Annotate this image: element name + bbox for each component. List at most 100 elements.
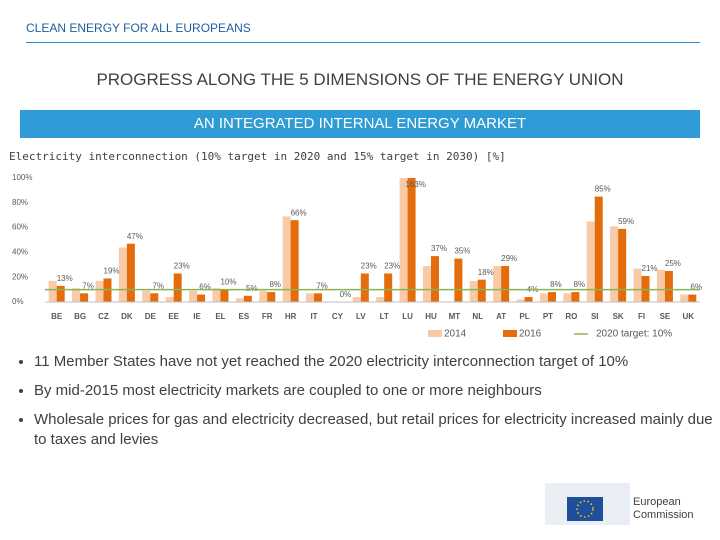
legend-label: 2020 target: 10% xyxy=(596,329,672,340)
data-label: 85% xyxy=(595,185,611,194)
x-tick-label: ES xyxy=(239,312,250,321)
bar xyxy=(267,292,276,302)
plot-area xyxy=(48,178,697,302)
x-tick-label: BE xyxy=(51,312,63,321)
bar xyxy=(516,299,525,302)
y-tick-label: 60% xyxy=(12,223,28,232)
bullet: Wholesale prices for gas and electricity… xyxy=(34,410,714,450)
bar xyxy=(477,279,486,302)
bar xyxy=(352,297,361,302)
data-label: 23% xyxy=(384,262,400,271)
slide-title: PROGRESS ALONG THE 5 DIMENSIONS OF THE E… xyxy=(96,70,624,89)
data-label: 37% xyxy=(431,244,447,253)
data-label: 18% xyxy=(478,268,494,277)
bar xyxy=(290,220,299,302)
bar xyxy=(656,269,665,302)
bar xyxy=(56,285,65,302)
data-label: 13% xyxy=(57,274,73,283)
bar xyxy=(430,256,439,302)
data-label: 23% xyxy=(361,262,377,271)
bar xyxy=(469,280,478,302)
data-label: 23% xyxy=(174,262,190,271)
bullet-list: 11 Member States have not yet reached th… xyxy=(18,352,714,459)
x-tick-label: EE xyxy=(168,312,179,321)
x-tick-label: EL xyxy=(215,312,225,321)
legend-label: 2016 xyxy=(519,329,542,340)
x-tick-label: HR xyxy=(285,312,297,321)
x-tick-label: FI xyxy=(638,312,645,321)
x-tick-label: DK xyxy=(121,312,133,321)
chart: 0% 20% 40% 60% 80% 100% BE 13% BG 7% CZ 19% DK 47% DE 7… xyxy=(12,173,703,340)
data-label: 19% xyxy=(103,267,119,276)
bar xyxy=(235,298,244,302)
data-label: 66% xyxy=(291,208,307,217)
x-tick-label: PL xyxy=(519,312,529,321)
bar xyxy=(501,266,510,302)
x-tick-label: SK xyxy=(613,312,624,321)
x-tick-label: NL xyxy=(472,312,483,321)
bar xyxy=(407,178,416,302)
kicker: CLEAN ENERGY FOR ALL EUROPEANS xyxy=(26,21,251,35)
x-tick-label: UK xyxy=(683,312,695,321)
y-tick-label: 40% xyxy=(12,248,28,257)
x-tick-label: PT xyxy=(543,312,553,321)
data-label: 6% xyxy=(691,283,703,292)
data-label: 35% xyxy=(454,247,470,256)
bar xyxy=(314,293,323,302)
bar xyxy=(422,266,431,302)
y-tick-label: 100% xyxy=(12,173,32,182)
bar xyxy=(563,293,572,302)
legend-swatch xyxy=(428,330,442,337)
x-tick-label: SE xyxy=(660,312,671,321)
bar xyxy=(539,293,548,302)
bar xyxy=(493,266,502,302)
x-tick-label: CY xyxy=(332,312,344,321)
x-tick-label: LU xyxy=(402,312,413,321)
data-label: 7% xyxy=(316,281,328,290)
x-tick-label: BG xyxy=(74,312,86,321)
x-tick-label: SI xyxy=(591,312,599,321)
bar xyxy=(306,293,315,302)
data-label: 6% xyxy=(199,283,211,292)
bar xyxy=(571,292,580,302)
bar xyxy=(688,294,697,302)
bar xyxy=(220,289,229,302)
x-tick-label: LV xyxy=(356,312,366,321)
bar xyxy=(376,297,385,302)
x-tick-label: CZ xyxy=(98,312,109,321)
bar xyxy=(243,295,252,302)
bar xyxy=(48,280,57,302)
bar xyxy=(150,293,159,302)
legend-swatch xyxy=(503,330,517,337)
data-label: 8% xyxy=(269,280,281,289)
bar xyxy=(664,271,673,302)
data-label: 0% xyxy=(340,290,352,299)
chart-title: Electricity interconnection (10% target … xyxy=(9,150,506,163)
bar xyxy=(618,228,627,302)
x-tick-label: HU xyxy=(425,312,437,321)
bar xyxy=(165,297,174,302)
bar xyxy=(197,294,206,302)
bar xyxy=(610,226,619,302)
bar xyxy=(680,294,689,302)
data-label: 8% xyxy=(574,280,586,289)
bar xyxy=(454,258,463,302)
y-tick-label: 0% xyxy=(12,297,24,306)
data-label: 10% xyxy=(220,278,236,287)
bar xyxy=(173,273,182,302)
data-label: 163% xyxy=(405,180,425,189)
data-label: 21% xyxy=(642,264,658,273)
bar xyxy=(80,293,89,302)
data-label: 25% xyxy=(665,259,681,268)
bar xyxy=(633,268,642,302)
data-label: 59% xyxy=(618,217,634,226)
bar xyxy=(95,280,104,302)
y-tick-label: 20% xyxy=(12,272,28,281)
logo-text: European Commission xyxy=(633,496,694,521)
bar xyxy=(142,290,151,302)
bar xyxy=(259,290,268,302)
bar xyxy=(547,292,556,302)
data-label: 8% xyxy=(550,280,562,289)
x-tick-label: AT xyxy=(496,312,506,321)
data-label: 7% xyxy=(152,281,164,290)
